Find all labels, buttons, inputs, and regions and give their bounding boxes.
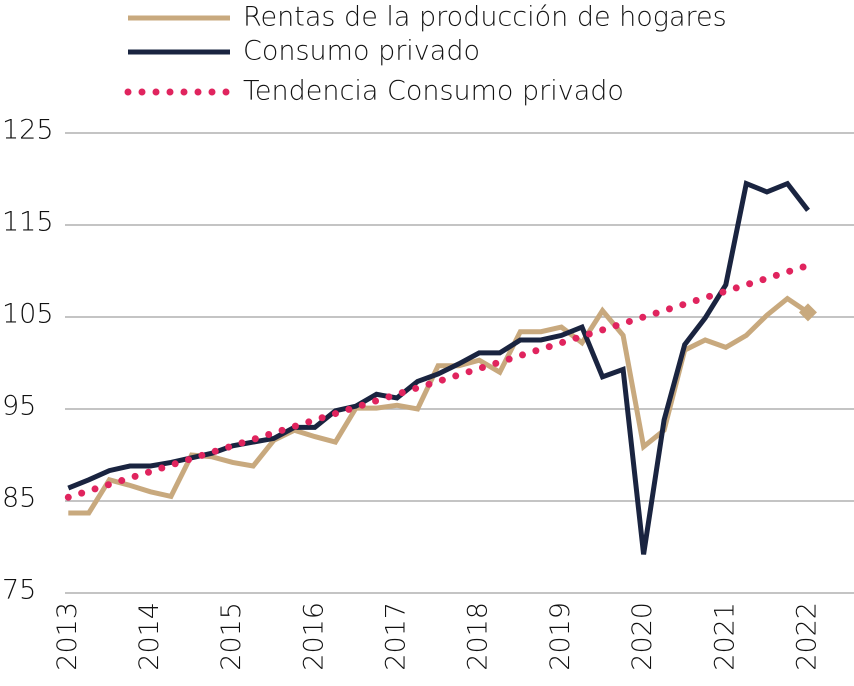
y-tick-label: 85: [2, 483, 36, 514]
y-tick-label: 105: [2, 299, 54, 330]
series-line: [64, 262, 812, 501]
x-tick-label: 2019: [545, 602, 576, 671]
x-tick-label: 2015: [216, 602, 247, 671]
x-tick-label: 2016: [298, 602, 329, 671]
x-tick-label: 2013: [52, 602, 83, 671]
x-tick-label: 2020: [627, 602, 658, 671]
x-tick-label: 2017: [381, 602, 412, 671]
y-tick-label: 95: [2, 391, 36, 422]
x-tick-label: 2018: [463, 602, 494, 671]
y-tick-label: 115: [2, 207, 54, 238]
x-tick-label: 2022: [791, 602, 822, 671]
x-tick-label: 2021: [709, 602, 740, 671]
legend-label: Tendencia Consumo privado: [243, 76, 624, 107]
series-line: [67, 180, 810, 555]
legend-label: Consumo privado: [243, 36, 480, 67]
y-tick-label: 125: [2, 115, 54, 146]
y-tick-label: 75: [2, 575, 36, 606]
x-tick-label: 2014: [134, 602, 165, 671]
legend-label: Rentas de la producción de hogares: [243, 2, 727, 33]
end-marker: [798, 303, 817, 322]
